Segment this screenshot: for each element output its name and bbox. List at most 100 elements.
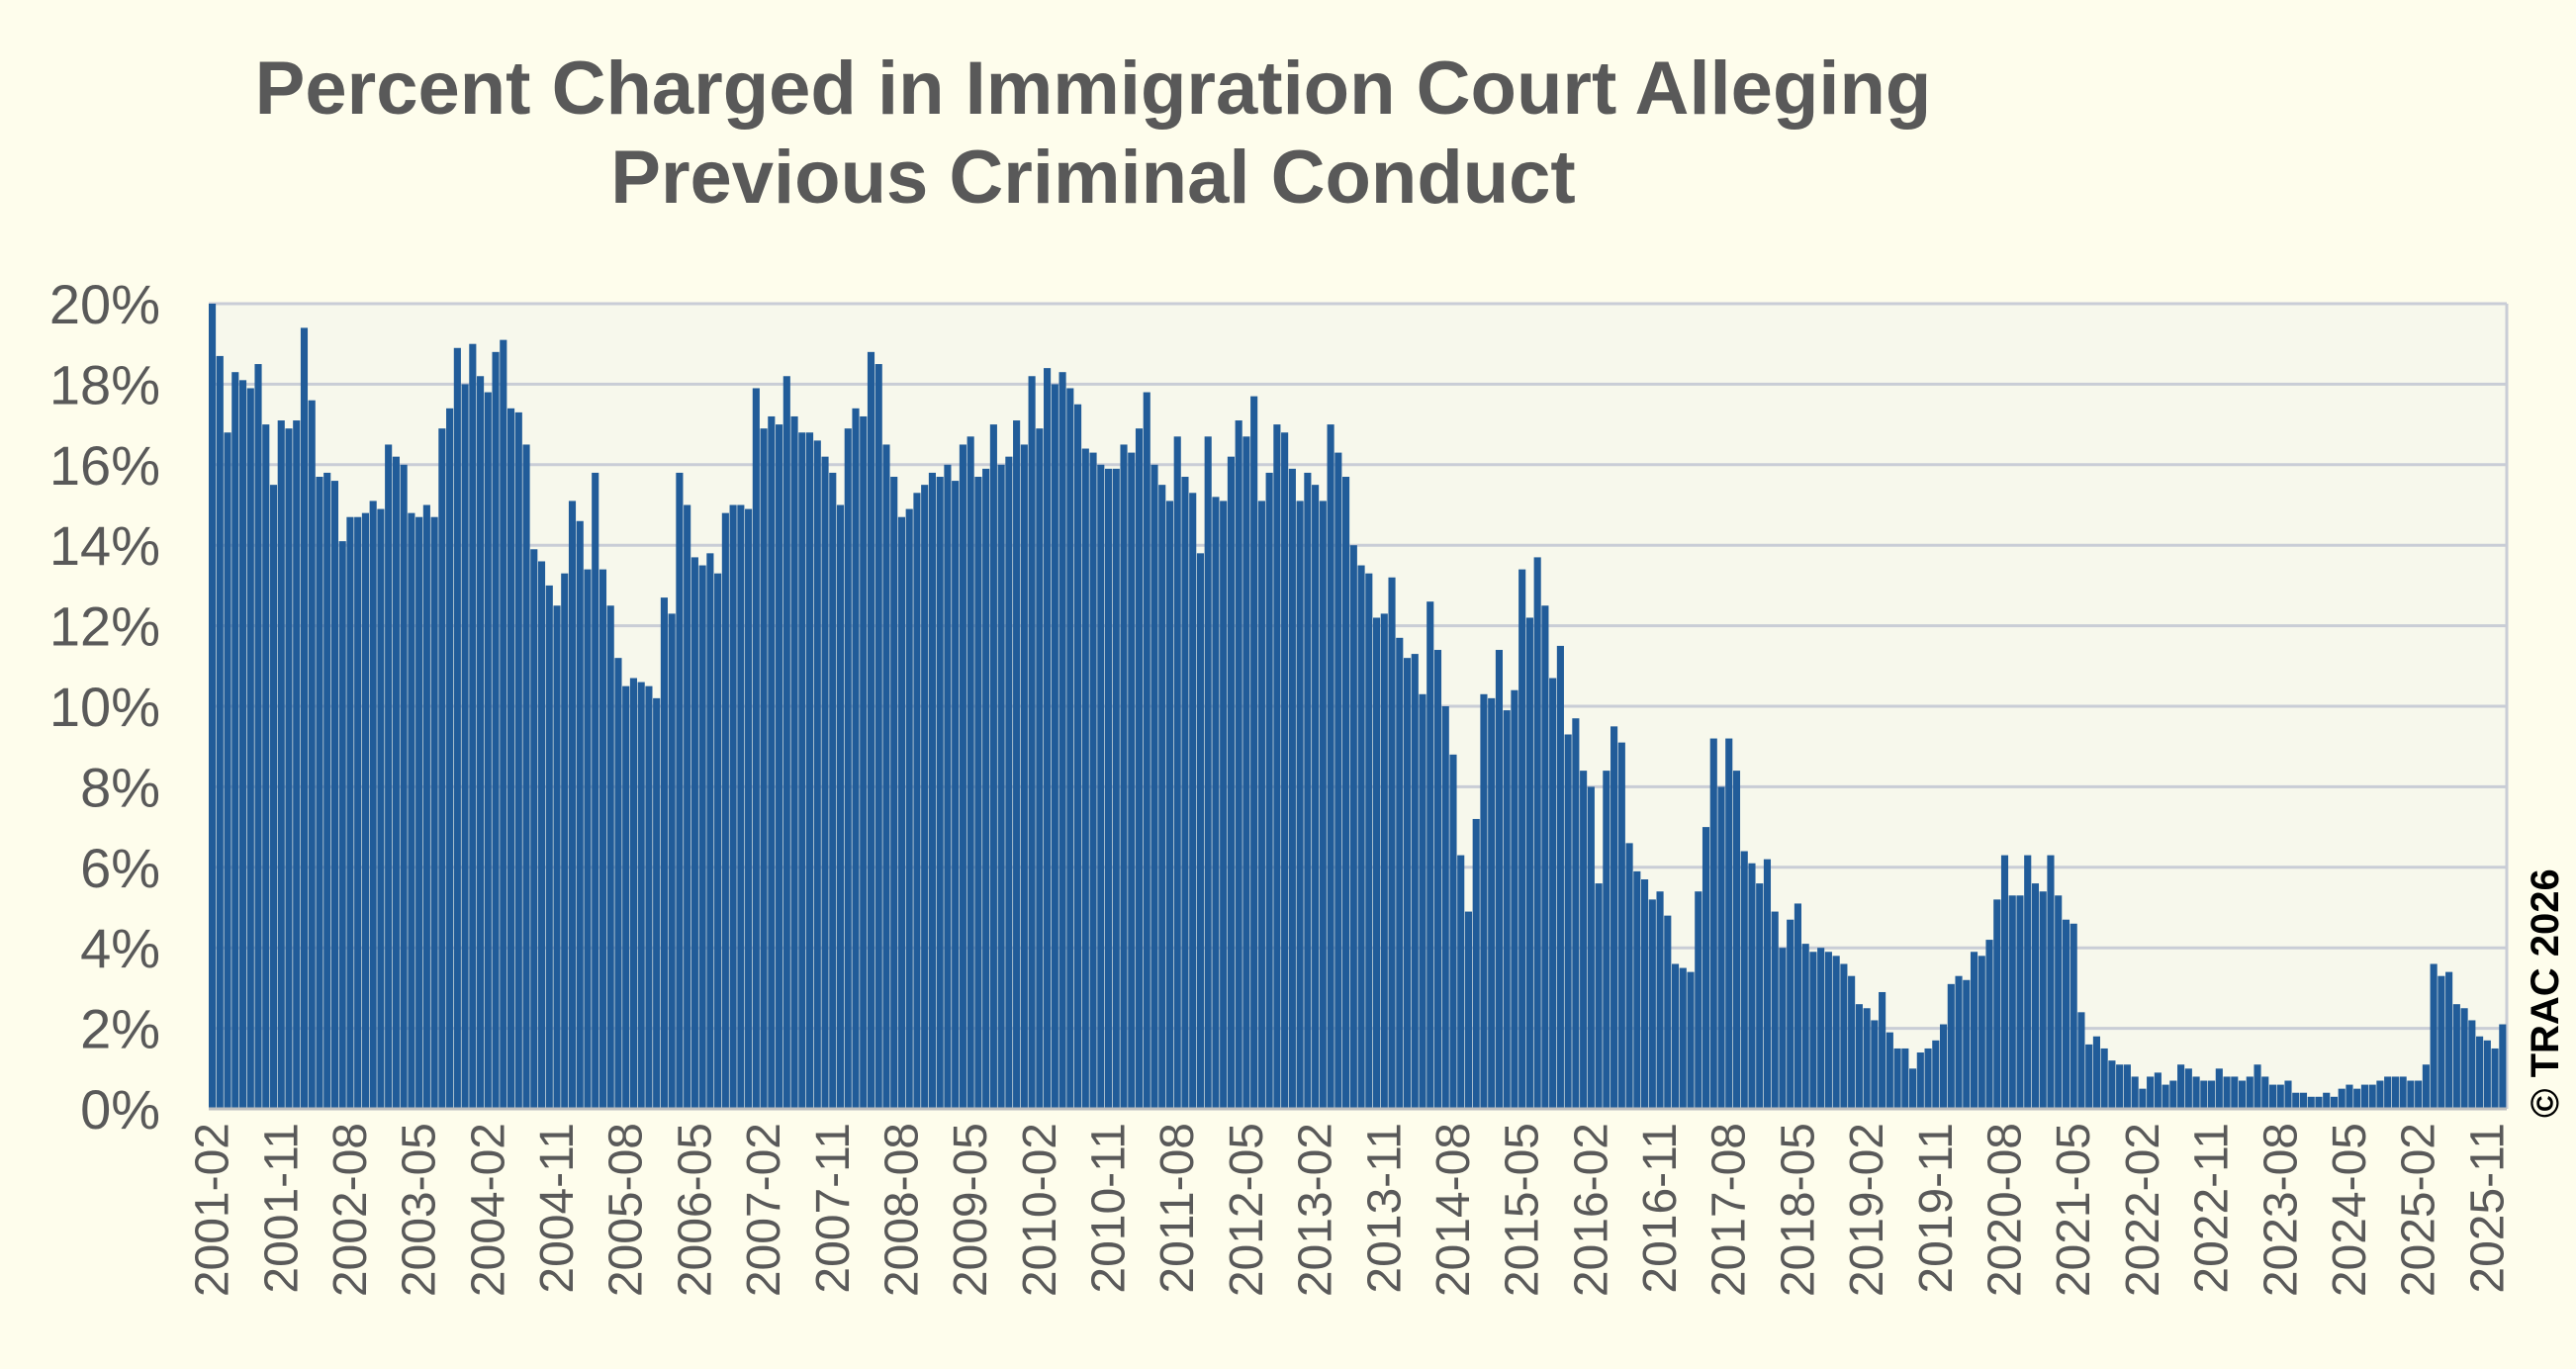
bar	[1488, 697, 1496, 1109]
x-tick-label: 2004-11	[531, 1123, 584, 1294]
bar	[2085, 1044, 2093, 1109]
bar	[1572, 718, 1580, 1109]
bar	[2491, 1048, 2499, 1109]
bar	[905, 508, 913, 1109]
bar	[323, 472, 331, 1109]
bar	[2169, 1080, 2177, 1109]
bar	[1257, 501, 1265, 1109]
x-tick-label: 2004-02	[462, 1123, 514, 1297]
bar-series	[209, 304, 2507, 1110]
bar	[1717, 786, 1725, 1109]
x-tick-label: 2017-08	[1703, 1123, 1756, 1297]
x-tick-label: 2011-08	[1151, 1123, 1204, 1294]
bar	[2162, 1084, 2169, 1109]
bar	[1840, 963, 1848, 1109]
bar	[592, 472, 599, 1109]
x-tick-label: 2001-11	[255, 1123, 308, 1294]
y-tick-label: 4%	[80, 917, 160, 979]
bar	[1595, 883, 1603, 1109]
bar	[1013, 420, 1021, 1109]
bar	[300, 327, 309, 1109]
bar	[1441, 706, 1449, 1109]
bar	[629, 678, 637, 1109]
x-tick-label: 2016-11	[1634, 1123, 1687, 1294]
bar	[1204, 436, 1212, 1109]
bar	[1158, 485, 1166, 1109]
bar	[2299, 1092, 2308, 1109]
bar	[2200, 1080, 2208, 1109]
bar	[1740, 851, 1748, 1109]
bar	[2346, 1084, 2353, 1109]
bar	[1319, 501, 1327, 1109]
bar	[598, 569, 607, 1109]
bar	[706, 553, 714, 1109]
bar	[262, 424, 270, 1110]
bar	[1327, 424, 1334, 1110]
bar	[1457, 855, 1465, 1109]
bar	[2430, 963, 2438, 1109]
bar	[668, 613, 676, 1109]
bar	[2246, 1076, 2254, 1109]
bar	[1165, 501, 1174, 1109]
bar	[776, 424, 783, 1110]
bar	[545, 585, 553, 1109]
x-tick-label: 2015-05	[1497, 1123, 1549, 1297]
bar	[2108, 1060, 2116, 1109]
bar	[2147, 1076, 2155, 1109]
bar	[1587, 786, 1595, 1109]
bar	[1580, 771, 1588, 1109]
bar	[622, 685, 630, 1109]
bar	[1695, 891, 1702, 1109]
bar	[1771, 911, 1779, 1109]
bar	[752, 388, 760, 1110]
bar	[1985, 940, 1993, 1109]
bar	[2231, 1076, 2239, 1109]
bar	[377, 508, 385, 1109]
x-tick-label: 2008-08	[875, 1123, 928, 1297]
bar	[1365, 573, 1373, 1109]
bar	[1549, 678, 1557, 1109]
bar	[1189, 493, 1197, 1109]
bar	[1748, 863, 1756, 1109]
bar	[2223, 1076, 2231, 1109]
bar	[2468, 1020, 2476, 1109]
bar	[1128, 452, 1136, 1110]
bar	[461, 384, 469, 1109]
bar	[1794, 903, 1801, 1109]
bar	[874, 364, 882, 1109]
bar	[1656, 891, 1664, 1109]
bar	[1603, 771, 1610, 1109]
y-tick-label: 6%	[80, 837, 160, 899]
bar	[316, 477, 323, 1109]
bar	[1955, 975, 1963, 1109]
bar	[2031, 883, 2040, 1109]
bar	[1855, 1004, 1863, 1109]
bar	[269, 485, 278, 1109]
bar	[721, 512, 729, 1109]
bar	[944, 464, 952, 1109]
bar	[1120, 444, 1128, 1109]
bar	[829, 472, 837, 1109]
bar	[1342, 477, 1350, 1109]
bar	[293, 420, 301, 1109]
bar	[1281, 432, 1289, 1109]
bar	[1357, 565, 1365, 1109]
bar	[1617, 742, 1625, 1109]
bar	[614, 658, 622, 1109]
bar	[2154, 1072, 2162, 1109]
bar	[1886, 1032, 1893, 1109]
bar	[430, 516, 438, 1109]
bar	[1173, 436, 1181, 1109]
x-tick-label: 2020-08	[1979, 1123, 2032, 1297]
x-tick-label: 2023-08	[2254, 1123, 2307, 1297]
bar	[400, 464, 408, 1109]
bar	[1112, 468, 1120, 1109]
x-tick-label: 2021-05	[2048, 1123, 2100, 1297]
bar	[1044, 368, 1052, 1109]
x-tick-label: 2014-08	[1427, 1123, 1480, 1297]
bar	[1143, 392, 1150, 1109]
bar	[737, 504, 745, 1109]
bar	[1970, 952, 1978, 1109]
bar	[1924, 1048, 1932, 1109]
bar	[2330, 1096, 2339, 1109]
